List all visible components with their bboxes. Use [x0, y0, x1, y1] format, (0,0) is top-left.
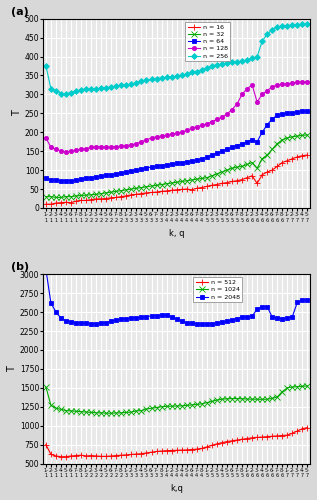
n = 128 — [205, 121, 209, 127]
n = 256 — [205, 65, 209, 71]
n = 64 — [59, 178, 63, 184]
n = 256 — [306, 22, 309, 28]
n = 128 — [64, 149, 68, 155]
n = 32 — [44, 194, 48, 200]
Text: (a): (a) — [11, 7, 29, 17]
n = 16 — [44, 201, 48, 207]
n = 2048 — [215, 320, 219, 326]
Legend: n = 16, n = 32, n = 64, n = 128, n = 256: n = 16, n = 32, n = 64, n = 128, n = 256 — [185, 22, 230, 61]
n = 2048 — [250, 314, 254, 320]
n = 512 — [120, 452, 123, 458]
n = 1024 — [200, 400, 204, 406]
n = 1024 — [280, 388, 284, 394]
n = 64 — [205, 154, 209, 160]
n = 1024 — [250, 396, 254, 402]
n = 512 — [250, 435, 254, 441]
n = 512 — [215, 441, 219, 447]
n = 256 — [200, 67, 204, 73]
X-axis label: k,q: k,q — [170, 484, 183, 493]
n = 256 — [250, 56, 254, 62]
n = 128 — [306, 79, 309, 85]
n = 32 — [200, 176, 204, 182]
Text: (b): (b) — [11, 262, 29, 272]
X-axis label: k, q: k, q — [169, 228, 184, 237]
Line: n = 64: n = 64 — [44, 109, 309, 183]
n = 2048 — [114, 317, 118, 323]
Line: n = 512: n = 512 — [43, 425, 310, 460]
n = 2048 — [205, 321, 209, 327]
n = 1024 — [205, 400, 209, 406]
n = 1024 — [306, 383, 309, 389]
n = 16 — [210, 182, 214, 188]
n = 32 — [250, 160, 254, 166]
Line: n = 1024: n = 1024 — [43, 383, 310, 416]
n = 16 — [200, 184, 204, 190]
Line: n = 16: n = 16 — [43, 152, 310, 207]
n = 2048 — [195, 321, 199, 327]
n = 64 — [200, 156, 204, 162]
Line: n = 128: n = 128 — [44, 80, 309, 154]
Line: n = 256: n = 256 — [44, 22, 309, 96]
n = 256 — [44, 63, 48, 69]
n = 64 — [280, 111, 284, 117]
n = 1024 — [120, 410, 123, 416]
n = 256 — [301, 22, 304, 28]
n = 16 — [195, 186, 199, 192]
n = 32 — [205, 174, 209, 180]
n = 128 — [215, 116, 219, 122]
n = 128 — [220, 114, 224, 120]
n = 512 — [205, 444, 209, 450]
n = 32 — [120, 188, 123, 194]
n = 64 — [215, 150, 219, 156]
Y-axis label: T: T — [12, 110, 22, 116]
n = 32 — [54, 194, 58, 200]
n = 32 — [215, 171, 219, 177]
n = 256 — [120, 82, 123, 88]
n = 128 — [200, 122, 204, 128]
Line: n = 32: n = 32 — [43, 132, 310, 200]
Line: n = 2048: n = 2048 — [44, 268, 309, 326]
n = 2048 — [44, 266, 48, 272]
n = 2048 — [306, 297, 309, 303]
n = 64 — [44, 174, 48, 180]
n = 64 — [250, 137, 254, 143]
n = 256 — [215, 62, 219, 68]
n = 128 — [301, 79, 304, 85]
n = 32 — [306, 132, 309, 138]
n = 16 — [275, 164, 279, 170]
n = 2048 — [200, 321, 204, 327]
n = 512 — [59, 454, 63, 460]
n = 128 — [44, 135, 48, 141]
n = 1024 — [104, 410, 108, 416]
n = 2048 — [280, 316, 284, 322]
n = 128 — [250, 82, 254, 88]
Legend: n = 512, n = 1024, n = 2048: n = 512, n = 1024, n = 2048 — [193, 278, 242, 302]
n = 64 — [120, 170, 123, 176]
n = 16 — [114, 194, 118, 200]
n = 1024 — [44, 384, 48, 390]
n = 256 — [59, 90, 63, 96]
n = 512 — [44, 442, 48, 448]
n = 16 — [306, 152, 309, 158]
n = 64 — [306, 108, 309, 114]
n = 512 — [280, 432, 284, 438]
n = 1024 — [215, 397, 219, 403]
n = 512 — [306, 424, 309, 430]
n = 32 — [280, 137, 284, 143]
n = 16 — [245, 174, 249, 180]
n = 128 — [120, 144, 123, 150]
n = 256 — [220, 61, 224, 67]
Y-axis label: T: T — [7, 366, 17, 372]
n = 512 — [200, 446, 204, 452]
